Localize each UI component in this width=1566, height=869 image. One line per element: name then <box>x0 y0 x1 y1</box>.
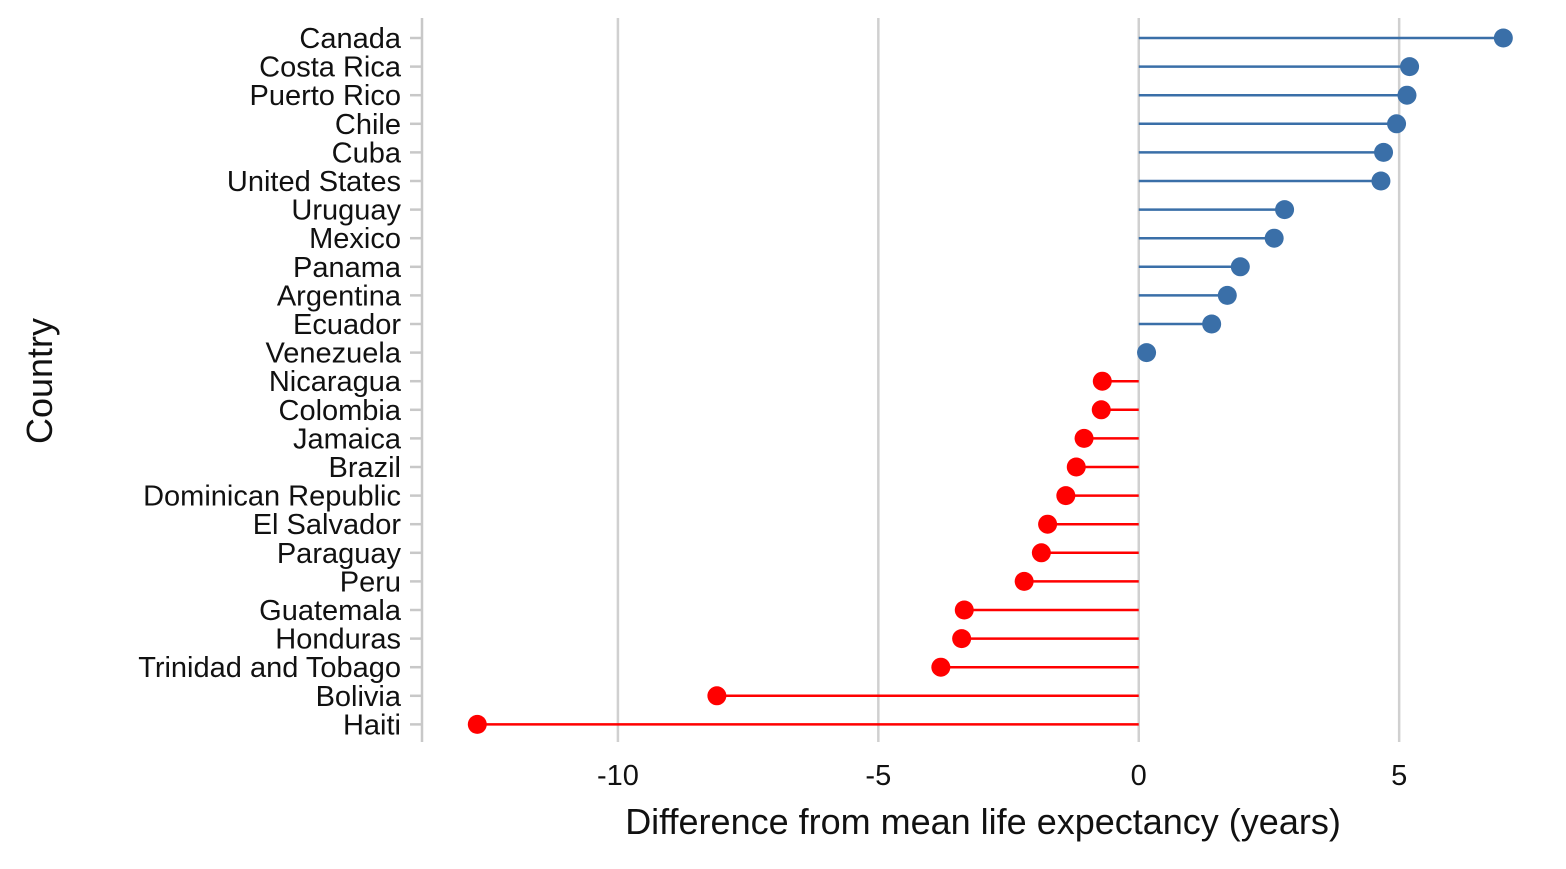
y-tick-label: Guatemala <box>259 595 402 627</box>
lollipop-point <box>1014 571 1034 591</box>
lollipop-point <box>1230 257 1250 277</box>
y-tick-label: Jamaica <box>293 423 402 455</box>
x-tick-label: 5 <box>1391 760 1407 792</box>
y-tick-label: Canada <box>299 23 401 55</box>
y-tick-label: Dominican Republic <box>143 481 401 513</box>
x-tick-label: -10 <box>597 760 639 792</box>
gridlines <box>616 18 1401 742</box>
y-tick-label: Mexico <box>309 223 401 255</box>
y-tick-label: Nicaragua <box>269 366 402 398</box>
y-tick-label: Costa Rica <box>259 52 402 84</box>
lollipop-points <box>467 28 1513 734</box>
y-tick-label: Venezuela <box>266 338 402 370</box>
lollipop-point <box>1397 85 1417 105</box>
y-tick-label: Trinidad and Tobago <box>138 652 401 684</box>
x-axis-title: Difference from mean life expectancy (ye… <box>625 801 1341 842</box>
x-tick-labels: -10 -5 0 5 <box>597 760 1407 792</box>
lollipop-point <box>1264 228 1284 248</box>
y-tick-label: Haiti <box>343 709 401 741</box>
lollipop-point <box>1202 314 1222 334</box>
y-tick-label: Panama <box>293 252 402 284</box>
y-tick-label: Brazil <box>328 452 401 484</box>
lollipop-point <box>467 714 487 734</box>
y-tick-label: Peru <box>340 566 401 598</box>
lollipop-point <box>1137 343 1157 363</box>
y-tick-label: Colombia <box>279 395 402 427</box>
y-tick-label: Honduras <box>275 624 401 656</box>
x-tick-label: -5 <box>865 760 891 792</box>
lollipop-point <box>1092 371 1112 391</box>
axes <box>410 18 424 742</box>
lollipop-point <box>1371 171 1391 191</box>
lollipop-stems <box>477 36 1504 726</box>
lollipop-point <box>1074 428 1094 448</box>
lollipop-point <box>931 657 951 677</box>
y-axis-title: Country <box>19 318 60 444</box>
y-tick-label: Bolivia <box>316 681 402 713</box>
lollipop-point <box>1493 28 1513 48</box>
y-tick-label: Argentina <box>277 280 402 312</box>
y-tick-label: Puerto Rico <box>249 80 401 112</box>
lollipop-point <box>952 629 972 649</box>
lollipop-point <box>1275 200 1295 220</box>
lollipop-point <box>1387 114 1407 134</box>
lollipop-point <box>1400 57 1420 77</box>
lollipop-point <box>1091 400 1111 420</box>
x-tick-label: 0 <box>1131 760 1147 792</box>
lollipop-point <box>1038 514 1058 534</box>
y-tick-label: Chile <box>335 109 401 141</box>
lollipop-point <box>1066 457 1086 477</box>
lollipop-point <box>707 686 727 706</box>
y-tick-label: El Salvador <box>253 509 402 541</box>
y-tick-label: Cuba <box>332 137 402 169</box>
lollipop-point <box>1031 543 1051 563</box>
y-tick-label: United States <box>227 166 401 198</box>
y-tick-label: Ecuador <box>293 309 401 341</box>
y-tick-label: Uruguay <box>291 195 401 227</box>
lollipop-point <box>954 600 974 620</box>
lollipop-point <box>1217 285 1237 305</box>
lollipop-point <box>1056 486 1076 506</box>
lollipop-point <box>1374 142 1394 162</box>
y-tick-label: Paraguay <box>277 538 402 570</box>
